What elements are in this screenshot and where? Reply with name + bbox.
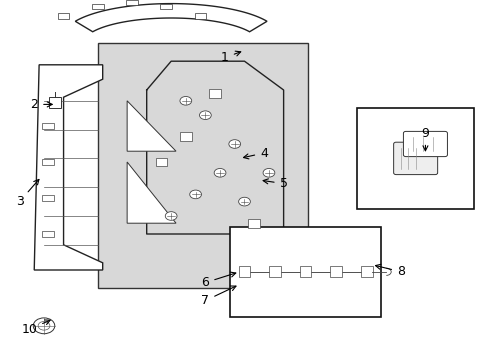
Circle shape (199, 111, 211, 120)
Circle shape (214, 168, 225, 177)
Text: 1: 1 (221, 51, 240, 64)
Polygon shape (75, 4, 266, 32)
Text: 6: 6 (201, 272, 235, 289)
Bar (229, 227, 381, 317)
Polygon shape (98, 43, 307, 288)
Text: 8: 8 (375, 264, 404, 278)
Bar (92, 4, 103, 9)
Bar (41, 159, 54, 165)
Polygon shape (127, 101, 176, 151)
Bar (160, 4, 172, 9)
Bar (41, 231, 54, 237)
Polygon shape (34, 65, 102, 270)
Circle shape (33, 318, 55, 334)
Bar (155, 158, 167, 166)
Bar (330, 266, 341, 277)
Text: 2: 2 (30, 98, 52, 111)
Bar (248, 219, 260, 228)
Circle shape (228, 140, 240, 148)
Polygon shape (127, 162, 176, 223)
Bar (299, 266, 311, 277)
Text: 3: 3 (16, 179, 39, 208)
Text: 7: 7 (201, 286, 236, 307)
FancyBboxPatch shape (403, 131, 447, 157)
Bar (180, 132, 191, 141)
Bar (209, 89, 221, 98)
Circle shape (165, 212, 177, 220)
Bar (41, 123, 54, 129)
Bar (268, 266, 280, 277)
Polygon shape (49, 97, 61, 108)
Text: 10: 10 (21, 320, 50, 336)
Bar (58, 13, 69, 19)
Circle shape (180, 96, 191, 105)
Bar (356, 108, 473, 209)
Bar (360, 266, 372, 277)
Bar (194, 13, 206, 19)
Circle shape (263, 168, 274, 177)
Bar (126, 0, 138, 5)
Circle shape (189, 190, 201, 199)
Circle shape (38, 321, 50, 330)
FancyBboxPatch shape (393, 142, 437, 175)
Text: 5: 5 (263, 177, 287, 190)
Text: 4: 4 (243, 147, 267, 159)
Text: 9: 9 (421, 127, 428, 151)
Circle shape (238, 197, 250, 206)
Bar (238, 266, 250, 277)
Bar (41, 195, 54, 201)
